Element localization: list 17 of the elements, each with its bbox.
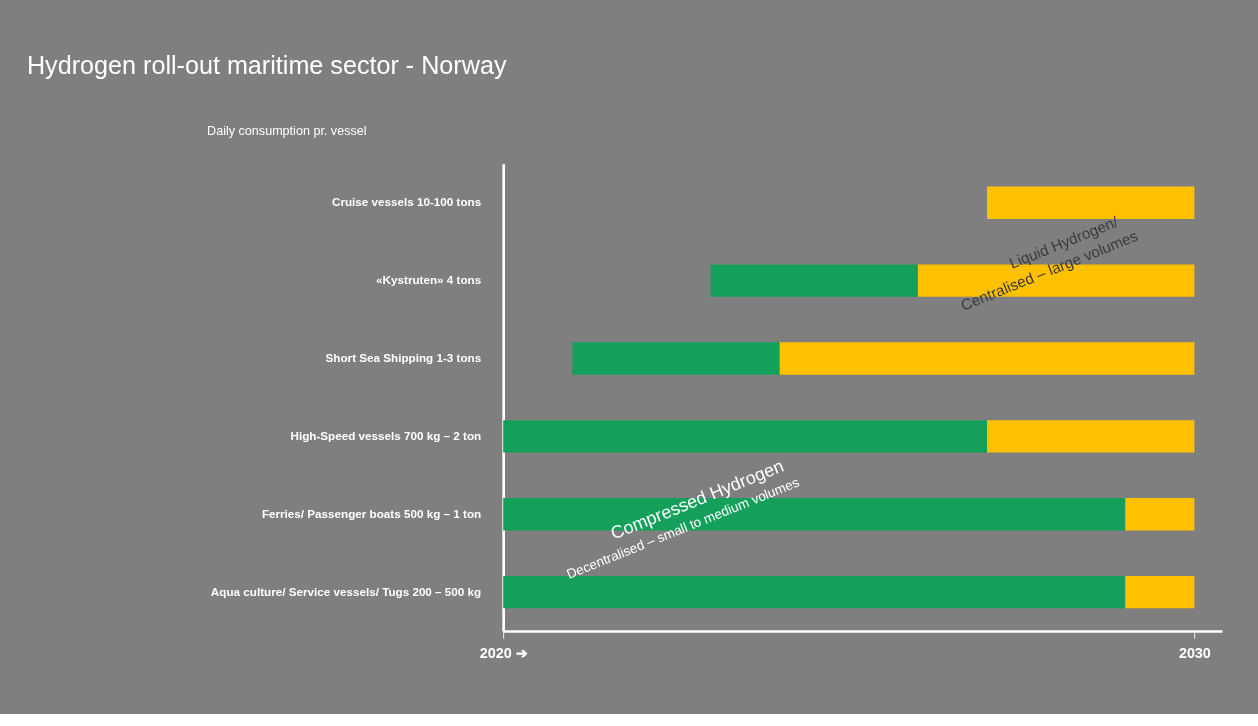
y-tick-label: Cruise vessels 10-100 tons	[331, 195, 482, 209]
bar	[710, 264, 918, 297]
y-tick-label: «Kystruten» 4 tons	[376, 273, 482, 287]
y-axis-title: Daily consumption pr. vessel	[207, 123, 367, 138]
bar	[779, 342, 1195, 375]
bar	[503, 420, 988, 453]
x-tick-label: 2020 ➔	[479, 644, 528, 661]
x-tick-label: 2030	[1178, 644, 1211, 661]
text: Hydrogen roll-out maritime sector - Norway	[26, 50, 507, 79]
y-tick-label: Short Sea Shipping 1-3 tons	[325, 351, 482, 365]
bar	[1125, 498, 1195, 531]
y-tick-label: Ferries/ Passenger boats 500 kg – 1 ton	[261, 506, 482, 520]
y-tick-label: Aqua culture/ Service vessels/ Tugs 200 – 500 kg	[210, 584, 482, 598]
bar	[572, 342, 780, 375]
y-tick-label: High-Speed vessels 700 kg – 2 ton	[290, 428, 482, 442]
bar	[1125, 575, 1195, 609]
bar	[987, 420, 1195, 453]
